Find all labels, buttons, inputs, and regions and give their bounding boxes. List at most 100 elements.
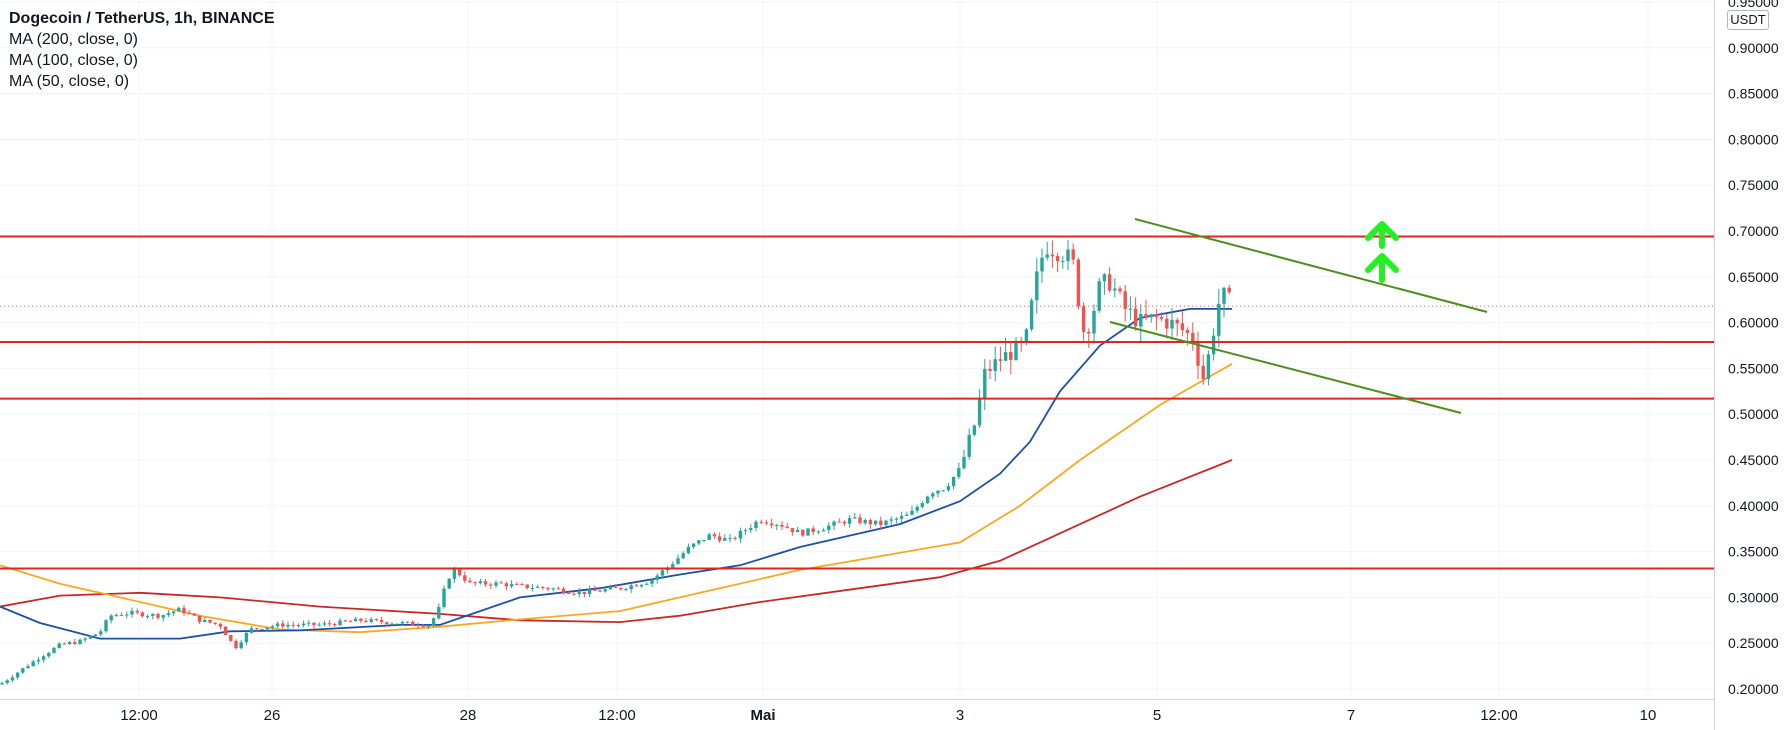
channel-upper-line[interactable] [1134,218,1488,313]
arrow-up-icon [1365,253,1399,283]
candle-body [275,623,280,627]
currency-unit-label[interactable]: USDT [1727,10,1769,30]
candle-body [442,588,446,607]
symbol-title: Dogecoin / TetherUS, 1h, BINANCE [9,10,275,27]
price-tick-label: 0.70000 [1728,223,1779,239]
candle-body [374,619,379,621]
candle-body [73,642,77,645]
candle-body [811,528,815,532]
candle-body [593,589,597,591]
ma200-line [0,459,1233,624]
candle-body [759,521,763,523]
time-tick-label: 26 [264,707,281,724]
candle-body [0,683,4,685]
candle-body [416,625,420,627]
candle-body [281,623,285,627]
candle-body [712,534,717,537]
time-tick-label: Mai [750,707,775,724]
candle-body [525,584,529,589]
candle-body [385,622,389,625]
candle-body [390,623,394,625]
candle-body [301,623,306,626]
candle-body [312,622,316,626]
candle-body [78,639,82,645]
candle-body [577,591,581,594]
descending-channel[interactable] [1109,218,1488,414]
candle-body [624,589,628,591]
price-tick-label: 0.85000 [1728,86,1779,102]
candle-body [369,619,373,622]
candle-body [21,668,25,673]
candle-body [790,528,795,533]
candle-body [1055,256,1060,262]
candle-body [166,613,171,615]
candle-body [889,519,893,521]
time-tick-label: 28 [460,707,477,724]
candle-body [951,476,956,487]
candle-body [645,583,649,585]
price-tick-label: 0.75000 [1728,177,1779,193]
candle-body [161,614,165,618]
channel-lower-line[interactable] [1109,321,1462,414]
candle-body [556,588,561,590]
candle-body [130,610,134,615]
candle-body [286,624,290,627]
time-tick-label: 7 [1347,707,1355,724]
candle-body [541,586,545,588]
candle-body [36,659,41,662]
candle-body [468,580,472,583]
candle-body [816,531,821,533]
candle-body [104,620,108,632]
candle-body [1040,257,1044,272]
candle-body [291,624,295,626]
candle-body [1092,310,1096,334]
candle-body [1035,271,1039,301]
candle-body [1050,254,1055,257]
candle-body [723,537,727,541]
candle-body [41,656,46,660]
candle-body [780,524,784,527]
candle-body [707,534,711,540]
candle-body [1045,254,1049,258]
candle-body [338,620,342,626]
candle-body [530,587,535,589]
candle-body [702,539,706,541]
candle-body [93,634,98,636]
candle-body [463,575,467,581]
candle-body [83,638,87,640]
candle-body [229,634,233,641]
candle-body [213,622,217,624]
candle-body [31,661,35,667]
candle-body [920,503,925,507]
candle-body [1227,287,1231,293]
candle-body [177,607,181,612]
candle-body [192,613,197,616]
candle-body [837,521,841,523]
candle-body [317,624,321,626]
candle-body [801,529,805,536]
price-axis[interactable]: 0.20000 0.25000 0.30000 0.35000 0.40000 0.450… [1714,0,1787,730]
candle-body [135,610,139,613]
candle-body [265,627,269,630]
ma100-line [0,363,1233,634]
candle-body [1118,288,1122,292]
candle-body [931,493,935,497]
candle-body [353,618,358,622]
candle-body [473,582,477,584]
candle-body [691,543,696,547]
candle-body [795,529,800,533]
candle-body [769,523,774,526]
time-axis[interactable]: 12:00 26 28 12:00 Mai 3 5 7 12:00 10 [0,699,1714,725]
time-tick-label: 12:00 [598,707,636,724]
candle-body [348,621,353,623]
price-tick-label: 0.45000 [1728,452,1779,468]
candle-body [489,584,493,586]
candle-body [47,652,51,657]
candle-body [1217,303,1221,336]
candle-body [535,586,540,588]
candle-body [1128,308,1133,310]
candle-body [1009,352,1013,360]
candle-body [1191,332,1195,343]
candle-body [359,618,363,621]
